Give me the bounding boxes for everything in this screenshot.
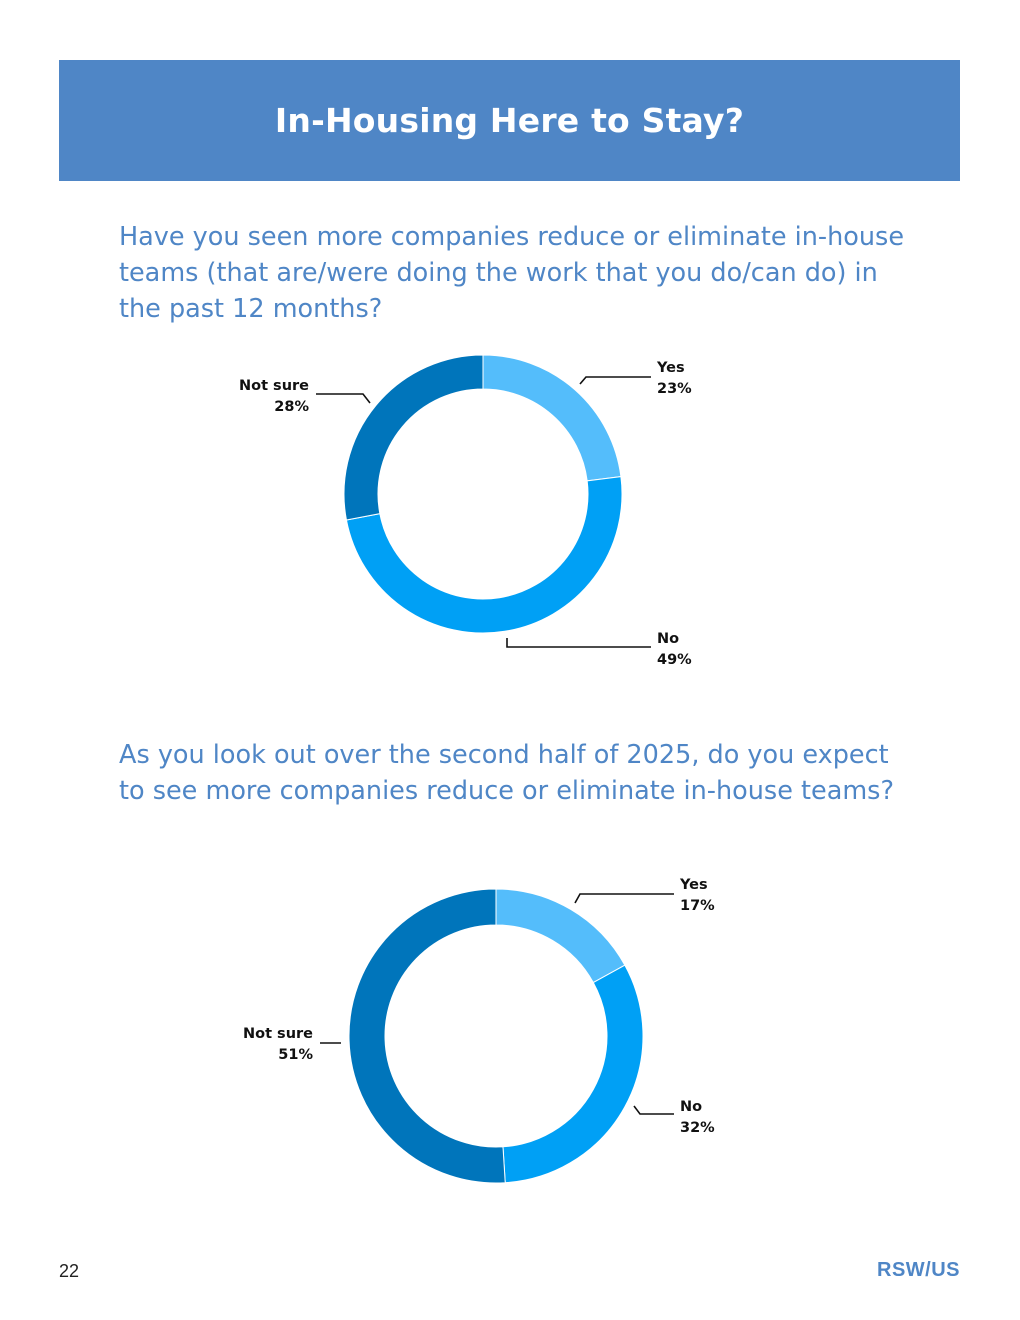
leader-line-no: [506, 638, 651, 648]
slice-no: [345, 476, 623, 634]
question-2: As you look out over the second half of …: [119, 740, 894, 806]
slice-label-no: No: [657, 631, 679, 647]
leader-line-not-sure: [316, 393, 371, 404]
slice-label-not-sure: Not sure: [243, 1026, 313, 1042]
page-title: In-Housing Here to Stay?: [274, 101, 745, 140]
slice-value-yes: 23%: [657, 381, 692, 397]
donut-chart-1: Yes 23% No 49% Not sure 28%: [239, 354, 692, 668]
slice-yes: [495, 888, 626, 984]
slice-value-no: 32%: [680, 1120, 715, 1136]
slice-label-yes: Yes: [656, 360, 685, 376]
slice-not-sure: [348, 888, 506, 1184]
title-banner: In-Housing Here to Stay?: [59, 60, 960, 181]
slice-label-not-sure: Not sure: [239, 378, 309, 394]
leader-line-yes: [574, 893, 674, 904]
slice-label-no: No: [680, 1099, 702, 1115]
slice-not-sure: [343, 354, 484, 521]
donut-chart-2: Yes 17% No 32% Not sure 51%: [243, 877, 715, 1184]
leader-line-yes: [579, 376, 651, 385]
question-1: Have you seen more companies reduce or e…: [119, 222, 905, 324]
brand-logo: RSW/US: [877, 1259, 960, 1281]
page-number: 22: [59, 1261, 80, 1281]
slice-yes: [482, 354, 622, 482]
slice-label-yes: Yes: [679, 877, 708, 893]
slice-no: [502, 964, 644, 1184]
slice-value-yes: 17%: [680, 898, 715, 914]
slice-value-not-sure: 51%: [278, 1047, 313, 1063]
leader-line-no: [633, 1105, 674, 1115]
slice-value-not-sure: 28%: [274, 399, 309, 415]
slice-value-no: 49%: [657, 652, 692, 668]
